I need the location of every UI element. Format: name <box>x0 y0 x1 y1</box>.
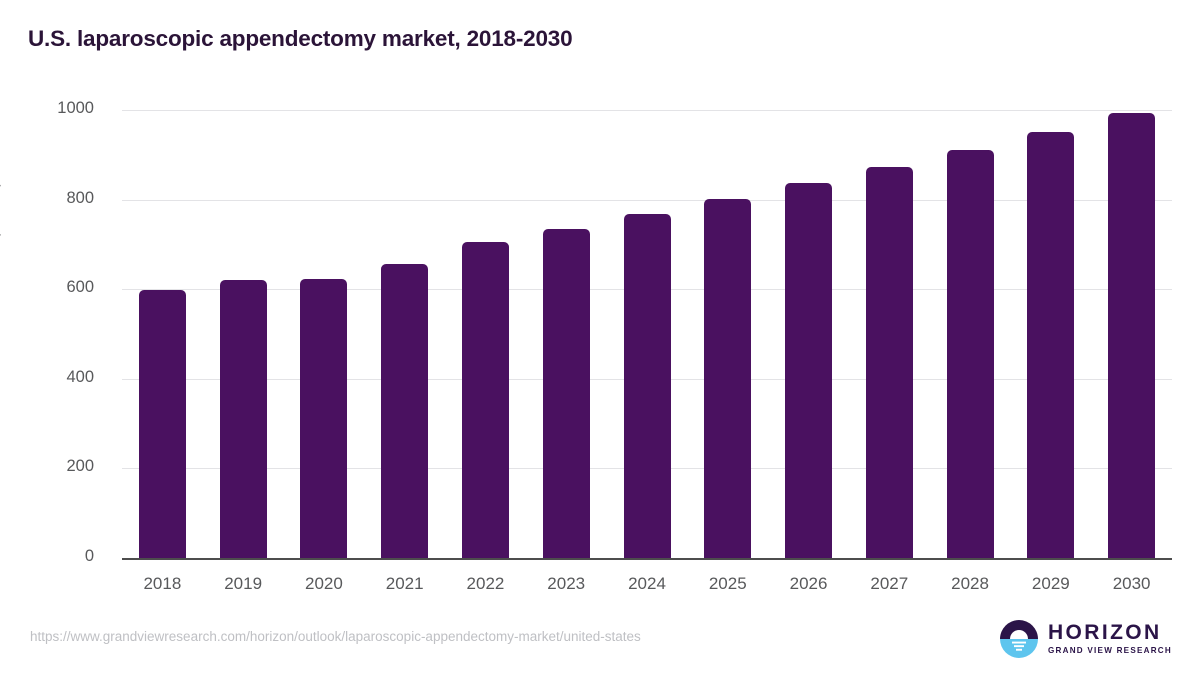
x-axis-tick-label: 2023 <box>547 574 586 593</box>
bar-2030[interactable] <box>1108 113 1156 558</box>
bar-2021[interactable] <box>381 264 429 558</box>
x-axis-line <box>122 558 1172 560</box>
logo-wordmark: HORIZON <box>1047 621 1162 645</box>
bar-2018[interactable] <box>138 290 186 558</box>
horizon-logo[interactable]: HORIZON GRAND VIEW RESEARCH <box>999 618 1172 660</box>
horizon-sun-circle-icon <box>999 619 1039 659</box>
bar-2019[interactable] <box>219 280 267 558</box>
x-axis-tick-label: 2021 <box>385 574 424 593</box>
bar-2029[interactable] <box>1027 131 1075 558</box>
bar-2020[interactable] <box>300 278 348 558</box>
bar-2028[interactable] <box>946 149 994 558</box>
logo-subtitle: GRAND VIEW RESEARCH <box>1047 646 1172 656</box>
bar-2024[interactable] <box>623 213 671 558</box>
x-axis-tick-label: 2025 <box>708 574 747 593</box>
x-axis-tick-label: 2022 <box>466 574 505 593</box>
x-axis-tick-label: 2028 <box>951 574 989 593</box>
gridline <box>122 199 1172 201</box>
x-axis-tick-label: 2024 <box>628 574 666 593</box>
x-axis-tick-label: 2030 <box>1112 574 1151 593</box>
x-axis-tick-label: 2029 <box>1031 574 1070 593</box>
x-axis-tick-label: 2019 <box>224 574 263 593</box>
y-axis-tick-label: 800 <box>66 188 94 207</box>
source-url[interactable]: https://www.grandviewresearch.com/horizo… <box>30 629 641 644</box>
y-axis-tick-label: 600 <box>66 278 94 297</box>
x-axis-tick-label: 2026 <box>789 574 828 593</box>
x-axis-tick-label: 2027 <box>870 574 909 593</box>
bar-2022[interactable] <box>461 242 509 558</box>
bar-2027[interactable] <box>865 166 913 558</box>
bar-2025[interactable] <box>704 199 752 558</box>
y-axis-tick-label: 0 <box>84 547 94 565</box>
gridline <box>122 110 1172 111</box>
x-axis-tick-label: 2020 <box>305 574 343 593</box>
y-axis-label: Market Size (US$M) <box>0 34 2 334</box>
logo-text: HORIZON GRAND VIEW RESEARCH <box>1048 622 1172 655</box>
y-axis-tick-label: 1000 <box>57 99 94 117</box>
y-axis-tick-label: 200 <box>66 457 94 476</box>
x-axis-tick-label: 2018 <box>143 574 182 593</box>
y-axis-tick-label: 400 <box>66 367 94 386</box>
page-title: U.S. laparoscopic appendectomy market, 2… <box>28 26 573 51</box>
bar-2026[interactable] <box>785 183 833 558</box>
bar-series <box>122 110 1172 558</box>
bar-2023[interactable] <box>542 229 590 558</box>
